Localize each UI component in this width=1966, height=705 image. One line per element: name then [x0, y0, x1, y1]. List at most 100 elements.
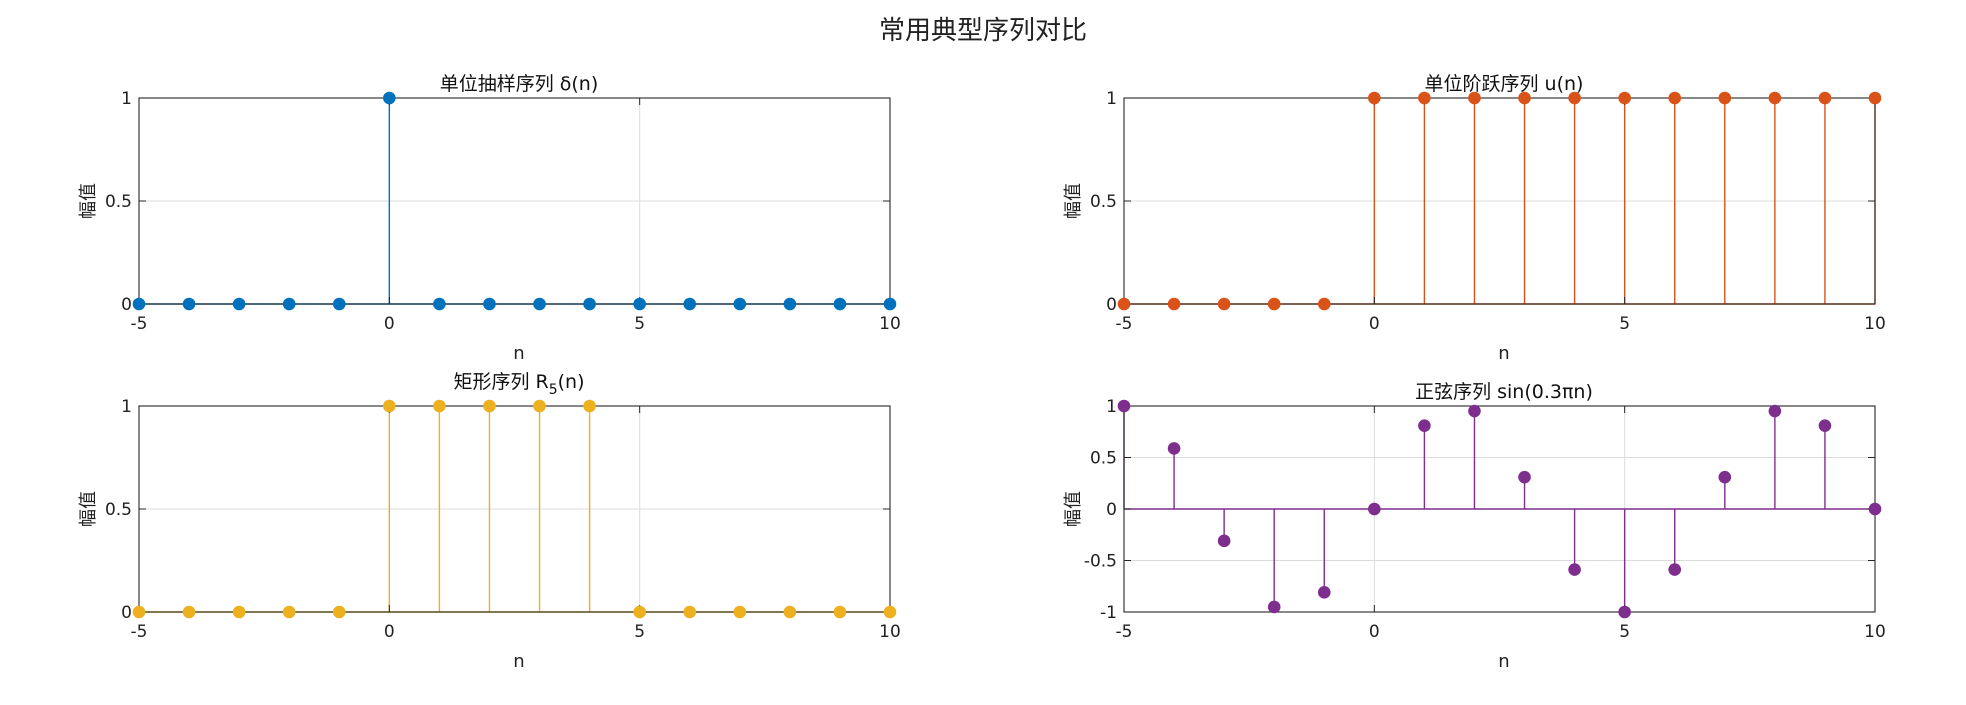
data-point [1768, 404, 1782, 418]
subplot-title: 单位抽样序列 δ(n) [440, 73, 599, 95]
data-point [1418, 91, 1431, 105]
data-point [1618, 91, 1631, 105]
data-point [783, 605, 797, 619]
data-point [533, 297, 546, 311]
x-tick-label: 5 [1619, 622, 1630, 642]
x-tick-label: 0 [1369, 314, 1380, 334]
y-axis-label: 幅值 [78, 183, 99, 219]
x-tick-label: 5 [634, 314, 645, 334]
data-point [1868, 91, 1882, 105]
data-point [1317, 586, 1331, 599]
y-tick-label: 1 [1106, 397, 1117, 417]
subplot-sine: 正弦序列 sin(0.3πn) n 幅值 -5 0 5 10 -1 -0.5 0 0.5 1 [1063, 381, 1886, 672]
data-point [633, 297, 646, 311]
data-point [182, 297, 196, 311]
figure-title: 常用典型序列对比 [879, 16, 1087, 46]
y-tick-label: 0 [121, 603, 132, 623]
x-tick-label: 0 [384, 622, 395, 642]
data-point [1718, 470, 1732, 484]
data-point [1217, 297, 1231, 311]
y-tick-label: 0 [121, 295, 132, 315]
data-point [232, 297, 246, 311]
y-axis-label: 幅值 [1063, 491, 1084, 527]
data-point [1368, 502, 1381, 516]
data-point [583, 399, 596, 413]
data-point [1718, 91, 1732, 105]
data-point [583, 297, 596, 311]
x-tick-label: 10 [1864, 622, 1886, 642]
data-point [282, 297, 296, 311]
data-point [1568, 91, 1581, 105]
data-point [1368, 91, 1381, 105]
data-point [733, 297, 747, 311]
subplot-title: 矩形序列 R5(n) [453, 371, 584, 398]
data-point [132, 297, 146, 311]
y-tick-label: -1 [1100, 603, 1117, 623]
x-axis-label: n [1498, 343, 1509, 364]
data-point [1518, 91, 1531, 105]
y-tick-label: 0.5 [105, 192, 132, 212]
x-tick-label: 0 [1369, 622, 1380, 642]
y-axis-label: 幅值 [1063, 183, 1084, 219]
data-point [1267, 297, 1281, 311]
data-point [1217, 534, 1231, 548]
data-point [833, 605, 847, 619]
data-point [1818, 91, 1832, 105]
data-point [1618, 605, 1631, 619]
y-tick-label: 0 [1106, 295, 1117, 315]
data-point [1117, 297, 1131, 311]
x-axis-label: n [1498, 651, 1509, 672]
y-tick-label: 0.5 [105, 500, 132, 520]
data-point [182, 605, 196, 619]
data-point [332, 297, 346, 311]
y-axis-label: 幅值 [78, 491, 99, 527]
data-point [1317, 297, 1331, 311]
y-tick-label: 0.5 [1090, 449, 1117, 469]
data-point [733, 605, 747, 619]
data-point [1117, 399, 1131, 413]
plot-area [1117, 91, 1882, 311]
data-point [1668, 563, 1682, 576]
data-point [483, 399, 496, 413]
data-point [383, 91, 396, 105]
data-point [883, 605, 897, 619]
data-point [683, 297, 697, 311]
data-point [783, 297, 797, 311]
y-tick-label: 0.5 [1090, 192, 1117, 212]
subplot-title: 正弦序列 sin(0.3πn) [1415, 381, 1593, 403]
data-point [1418, 419, 1431, 432]
x-tick-label: 5 [634, 622, 645, 642]
data-point [1167, 297, 1181, 311]
data-point [1668, 91, 1682, 105]
x-tick-label: 5 [1619, 314, 1630, 334]
x-tick-label: 10 [879, 622, 901, 642]
y-tick-label: 1 [121, 89, 132, 109]
data-point [1267, 600, 1281, 614]
data-point [1518, 470, 1531, 484]
data-point [1468, 91, 1481, 105]
data-point [683, 605, 697, 619]
data-point [883, 297, 897, 311]
data-point [282, 605, 296, 619]
plot-area [132, 399, 897, 619]
x-tick-label: -5 [131, 622, 148, 642]
data-point [433, 297, 446, 311]
y-tick-label: 0 [1106, 500, 1117, 520]
x-tick-label: -5 [1116, 622, 1133, 642]
data-point [533, 399, 546, 413]
y-tick-label: 1 [121, 397, 132, 417]
x-axis-label: n [513, 651, 524, 672]
x-tick-label: -5 [1116, 314, 1133, 334]
plot-area [1117, 399, 1882, 619]
data-point [132, 605, 146, 619]
x-tick-label: 0 [384, 314, 395, 334]
data-point [1167, 442, 1181, 455]
plot-area [132, 91, 897, 311]
data-point [332, 605, 346, 619]
data-point [1868, 502, 1882, 516]
y-tick-label: 1 [1106, 89, 1117, 109]
